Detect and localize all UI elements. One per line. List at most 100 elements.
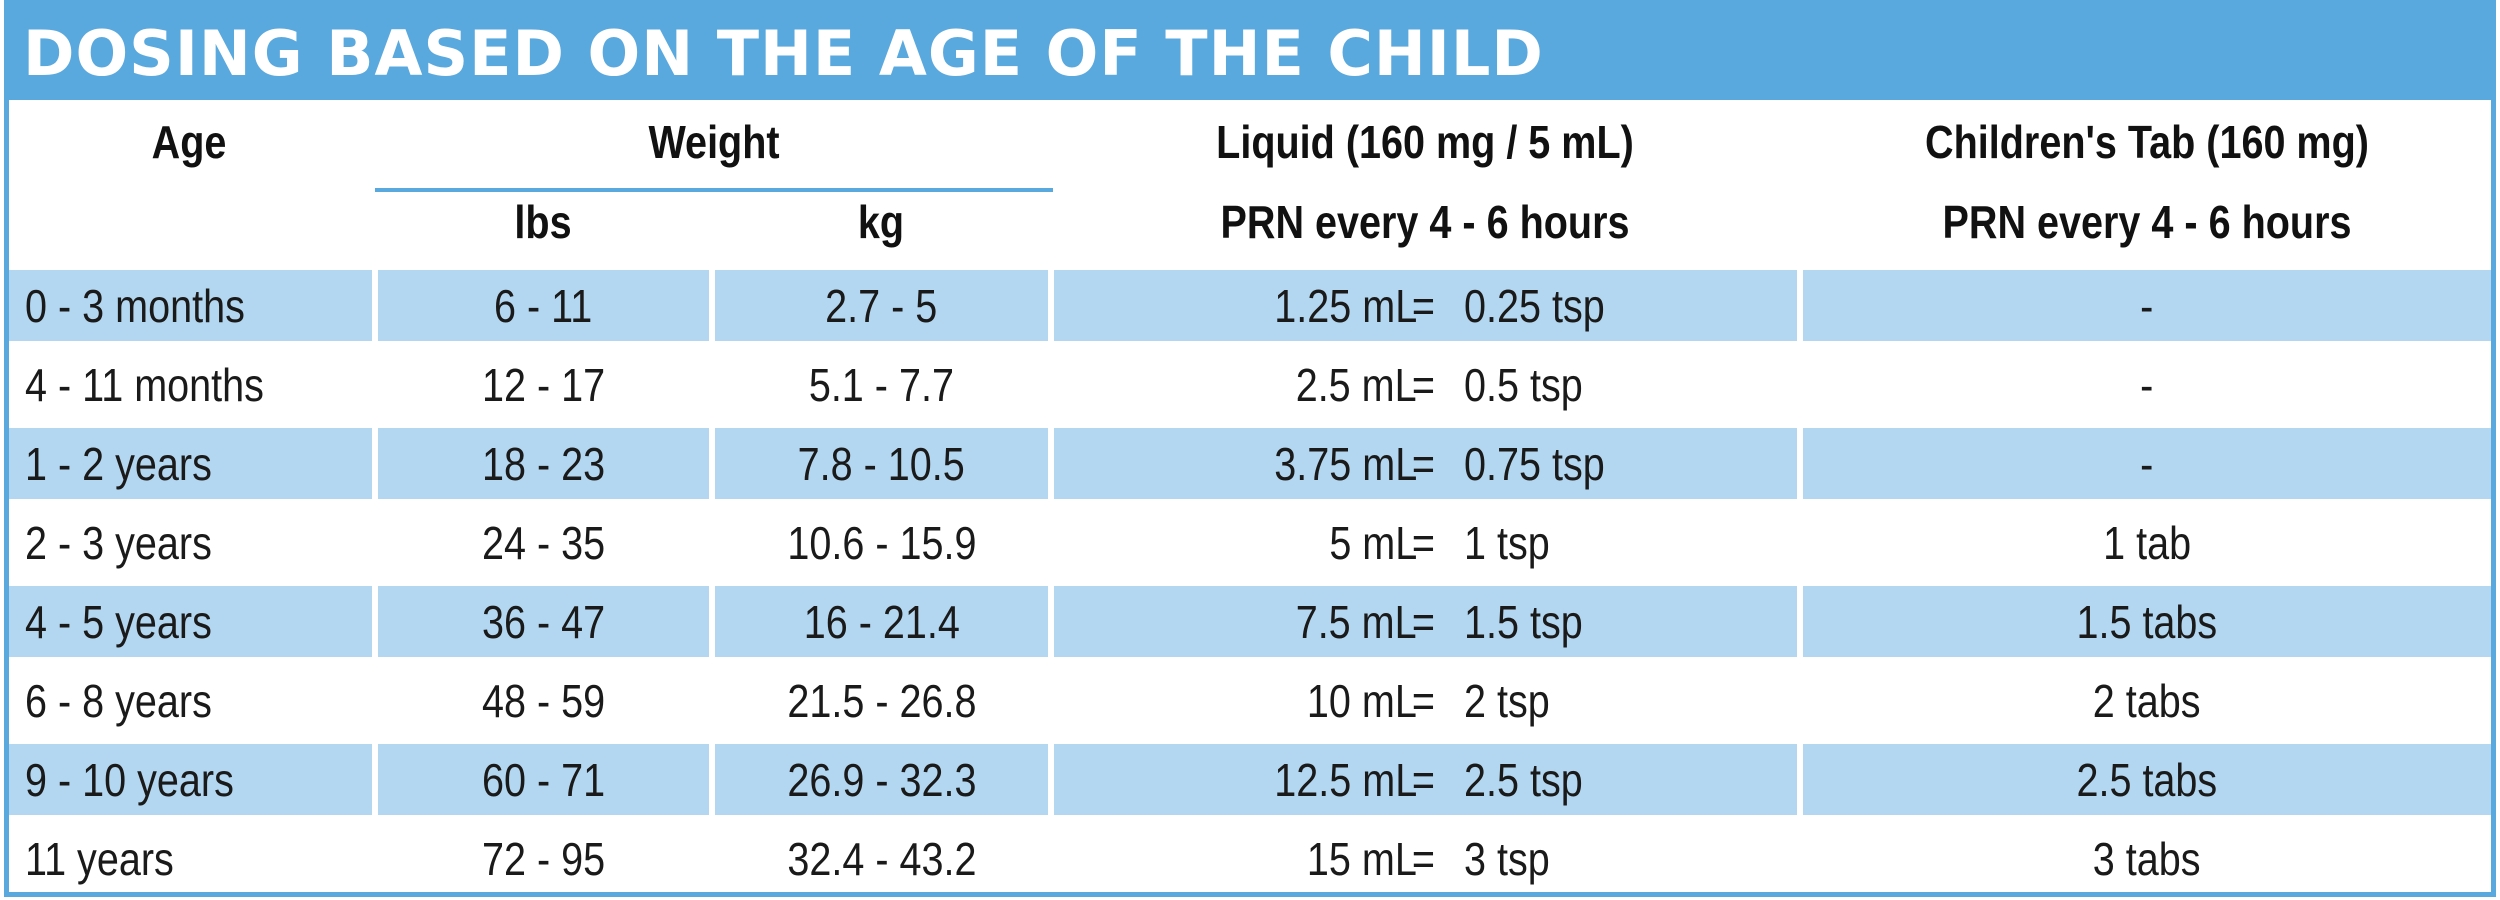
cell-lbs: 36 - 47: [378, 586, 709, 657]
liquid-tsp: 0.75 tsp: [1464, 428, 1628, 499]
cell-liquid: 10 mL = 2 tsp: [1054, 665, 1797, 736]
liquid-tsp: 0.25 tsp: [1464, 270, 1628, 341]
liquid-equals-text: =: [1411, 359, 1435, 411]
cell-age: 2 - 3 years: [9, 507, 372, 578]
cell-lbs-text: 12 - 17: [481, 359, 606, 411]
cell-tab: -: [1803, 349, 2491, 420]
cell-lbs-text: 6 - 11: [494, 280, 593, 332]
liquid-equals-text: =: [1411, 280, 1435, 332]
cell-age-text: 1 - 2 years: [25, 438, 212, 490]
liquid-equals-text: =: [1411, 596, 1435, 648]
cell-lbs-text: 48 - 59: [481, 675, 606, 727]
cell-tab: 2 tabs: [1803, 665, 2491, 736]
cell-tab: -: [1803, 270, 2491, 341]
liquid-equals: =: [1410, 349, 1437, 420]
cell-tab-text: -: [2140, 359, 2154, 411]
liquid-ml-text: 5 mL: [1329, 517, 1417, 569]
cell-liquid: 7.5 mL = 1.5 tsp: [1054, 586, 1797, 657]
cell-age: 0 - 3 months: [9, 270, 372, 341]
cell-kg: 10.6 - 15.9: [715, 507, 1048, 578]
cell-tab: 2.5 tabs: [1803, 744, 2491, 815]
header-liquid-line2: PRN every 4 - 6 hours: [1220, 196, 1630, 248]
liquid-ml: 5 mL: [1315, 507, 1417, 578]
cell-tab-text: 2.5 tabs: [2076, 754, 2218, 806]
cell-tab-text: 1.5 tabs: [2076, 596, 2218, 648]
table-row: 4 - 11 months 12 - 17 5.1 - 7.7 2.5 mL = 0.5 …: [9, 349, 2491, 420]
table-row: 4 - 5 years 36 - 47 16 - 21.4 7.5 mL = 1.5 ts…: [9, 586, 2491, 657]
liquid-ml: 7.5 mL: [1276, 586, 1417, 657]
liquid-ml-text: 1.25 mL: [1274, 280, 1417, 332]
liquid-equals-text: =: [1411, 754, 1435, 806]
table-row: 2 - 3 years 24 - 35 10.6 - 15.9 5 mL = 1 tsp 1…: [9, 507, 2491, 578]
cell-liquid: 2.5 mL = 0.5 tsp: [1054, 349, 1797, 420]
cell-lbs-text: 60 - 71: [481, 754, 606, 806]
title-banner: DOSING BASED ON THE AGE OF THE CHILD: [9, 5, 2491, 100]
cell-age: 11 years: [9, 823, 372, 894]
liquid-tsp-text: 2.5 tsp: [1464, 754, 1583, 806]
liquid-equals: =: [1410, 507, 1437, 578]
cell-tab: 1.5 tabs: [1803, 586, 2491, 657]
cell-age-text: 4 - 5 years: [25, 596, 212, 648]
liquid-equals: =: [1410, 823, 1437, 894]
header-liquid-line1: Liquid (160 mg / 5 mL): [1216, 116, 1634, 168]
liquid-ml: 15 mL: [1289, 823, 1417, 894]
liquid-ml: 12.5 mL: [1251, 744, 1417, 815]
cell-kg-text: 10.6 - 15.9: [786, 517, 977, 569]
cell-age: 4 - 11 months: [9, 349, 372, 420]
cell-kg-text: 32.4 - 43.2: [786, 833, 977, 885]
table-row: 11 years 72 - 95 32.4 - 43.2 15 mL = 3 tsp 3 t…: [9, 823, 2491, 894]
cell-lbs: 72 - 95: [378, 823, 709, 894]
liquid-tsp-text: 1.5 tsp: [1464, 596, 1583, 648]
cell-age: 6 - 8 years: [9, 665, 372, 736]
liquid-ml-text: 12.5 mL: [1274, 754, 1417, 806]
liquid-tsp: 1.5 tsp: [1464, 586, 1602, 657]
cell-liquid: 3.75 mL = 0.75 tsp: [1054, 428, 1797, 499]
liquid-ml-text: 10 mL: [1307, 675, 1417, 727]
cell-lbs-text: 24 - 35: [481, 517, 606, 569]
header-weight: Weight: [648, 116, 780, 168]
cell-lbs: 48 - 59: [378, 665, 709, 736]
weight-header-rule: [375, 188, 1053, 192]
cell-tab: 1 tab: [1803, 507, 2491, 578]
cell-kg-text: 7.8 - 10.5: [797, 438, 966, 490]
cell-age: 4 - 5 years: [9, 586, 372, 657]
liquid-equals: =: [1410, 428, 1437, 499]
liquid-tsp-text: 0.5 tsp: [1464, 359, 1583, 411]
cell-liquid: 12.5 mL = 2.5 tsp: [1054, 744, 1797, 815]
liquid-equals-text: =: [1411, 517, 1435, 569]
table-row: 6 - 8 years 48 - 59 21.5 - 26.8 10 mL = 2 tsp…: [9, 665, 2491, 736]
table-row: 0 - 3 months 6 - 11 2.7 - 5 1.25 mL = 0.25 ts…: [9, 270, 2491, 341]
cell-kg: 32.4 - 43.2: [715, 823, 1048, 894]
liquid-ml: 10 mL: [1289, 665, 1417, 736]
cell-kg: 5.1 - 7.7: [715, 349, 1048, 420]
cell-age-text: 2 - 3 years: [25, 517, 212, 569]
cell-lbs-text: 18 - 23: [481, 438, 606, 490]
liquid-tsp-text: 3 tsp: [1464, 833, 1550, 885]
header-tab-line1: Children's Tab (160 mg): [1925, 116, 2369, 168]
cell-tab-text: -: [2140, 280, 2154, 332]
liquid-ml: 3.75 mL: [1251, 428, 1417, 499]
header-tab-line2: PRN every 4 - 6 hours: [1942, 196, 2352, 248]
cell-age-text: 9 - 10 years: [25, 754, 234, 806]
cell-kg-text: 5.1 - 7.7: [808, 359, 955, 411]
dosing-table-frame: DOSING BASED ON THE AGE OF THE CHILD Age…: [4, 0, 2496, 897]
cell-tab: -: [1803, 428, 2491, 499]
cell-kg-text: 16 - 21.4: [803, 596, 960, 648]
liquid-tsp: 2 tsp: [1464, 665, 1564, 736]
cell-liquid: 1.25 mL = 0.25 tsp: [1054, 270, 1797, 341]
cell-lbs: 12 - 17: [378, 349, 709, 420]
cell-lbs: 24 - 35: [378, 507, 709, 578]
liquid-equals-text: =: [1411, 833, 1435, 885]
cell-kg-text: 26.9 - 32.3: [786, 754, 977, 806]
header-kg: kg: [857, 196, 905, 248]
header-lbs: lbs: [514, 196, 572, 248]
liquid-equals: =: [1410, 744, 1437, 815]
liquid-ml-text: 15 mL: [1307, 833, 1417, 885]
cell-tab: 3 tabs: [1803, 823, 2491, 894]
cell-age: 9 - 10 years: [9, 744, 372, 815]
cell-age: 1 - 2 years: [9, 428, 372, 499]
liquid-tsp: 0.5 tsp: [1464, 349, 1602, 420]
liquid-equals-text: =: [1411, 438, 1435, 490]
liquid-equals-text: =: [1411, 675, 1435, 727]
cell-liquid: 15 mL = 3 tsp: [1054, 823, 1797, 894]
